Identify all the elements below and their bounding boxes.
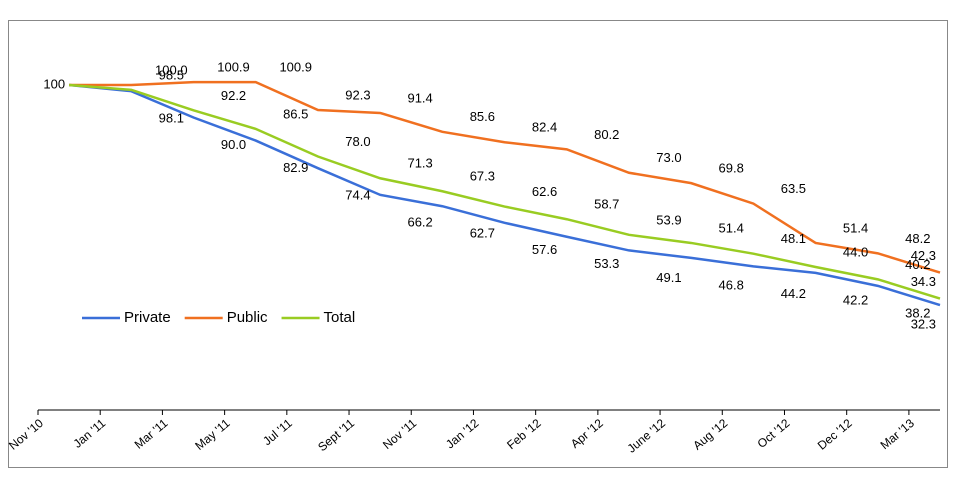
data-label: 92.2 <box>221 88 246 103</box>
data-label: 74.4 <box>345 188 370 203</box>
data-label: 58.7 <box>594 197 619 212</box>
data-label: 71.3 <box>407 156 432 171</box>
x-tick-label: Sept '11 <box>315 416 357 454</box>
data-label: 69.8 <box>719 161 744 176</box>
data-label: 42.2 <box>843 292 868 307</box>
x-tick-label: Mar '11 <box>132 416 171 452</box>
x-tick-label: May '11 <box>192 416 232 453</box>
x-tick-label: Jul '11 <box>260 416 295 448</box>
data-label: 63.5 <box>781 181 806 196</box>
x-tick-label: Apr '12 <box>568 416 606 451</box>
data-label: 44.0 <box>843 244 868 259</box>
legend-label: Total <box>324 309 356 326</box>
data-label: 100.9 <box>217 60 250 75</box>
legend-label: Private <box>124 309 171 326</box>
data-label: 98.1 <box>159 111 184 126</box>
legend-label: Public <box>227 309 268 326</box>
x-tick-label: Jan '11 <box>70 416 108 451</box>
data-label: 48.1 <box>781 231 806 246</box>
data-label: 42.3 <box>911 248 936 263</box>
x-tick-label: June '12 <box>625 416 669 456</box>
data-label: 44.2 <box>781 286 806 301</box>
data-label: 32.3 <box>911 316 936 331</box>
data-label: 66.2 <box>407 214 432 229</box>
data-label: 90.0 <box>221 137 246 152</box>
data-label: 86.5 <box>283 106 308 121</box>
data-label: 91.4 <box>407 90 432 105</box>
x-tick-label: Dec '12 <box>815 416 855 453</box>
data-label: 57.6 <box>532 242 557 257</box>
series-line <box>69 80 941 274</box>
data-label: 67.3 <box>470 169 495 184</box>
data-label: 51.4 <box>719 220 744 235</box>
data-label: 100.0 <box>155 62 188 77</box>
data-label: 92.3 <box>345 87 370 102</box>
data-label: 34.3 <box>911 274 936 289</box>
chart-border <box>8 20 948 468</box>
data-label: 62.7 <box>470 226 495 241</box>
x-tick-label: Oct '12 <box>755 416 793 451</box>
data-label: 82.9 <box>283 160 308 175</box>
data-label: 62.6 <box>532 184 557 199</box>
data-label: 80.2 <box>594 127 619 142</box>
data-label: 48.2 <box>905 231 930 246</box>
data-label: 85.6 <box>470 109 495 124</box>
data-label: 98.5 <box>159 67 184 82</box>
data-label: 73.0 <box>656 150 681 165</box>
x-tick-label: Mar '13 <box>877 416 917 452</box>
series-line <box>69 83 941 300</box>
data-label: 53.9 <box>656 212 681 227</box>
x-tick-label: Jan '12 <box>443 416 482 452</box>
data-label: 78.0 <box>345 134 370 149</box>
x-tick-label: Feb '12 <box>504 416 544 452</box>
data-label: 40.2 <box>905 257 930 272</box>
data-label: 38.2 <box>905 305 930 320</box>
x-tick-label: Nov '10 <box>6 416 46 453</box>
data-label: 46.8 <box>719 277 744 292</box>
data-label: 53.3 <box>594 256 619 271</box>
data-label: 49.1 <box>656 270 681 285</box>
data-label: 51.4 <box>843 220 868 235</box>
data-label: 82.4 <box>532 120 557 135</box>
series-line <box>68 83 941 307</box>
data-label: 100 <box>43 76 65 91</box>
x-tick-label: Aug '12 <box>690 416 730 453</box>
x-tick-label: Nov '11 <box>380 416 419 452</box>
data-label: 100.9 <box>279 60 312 75</box>
